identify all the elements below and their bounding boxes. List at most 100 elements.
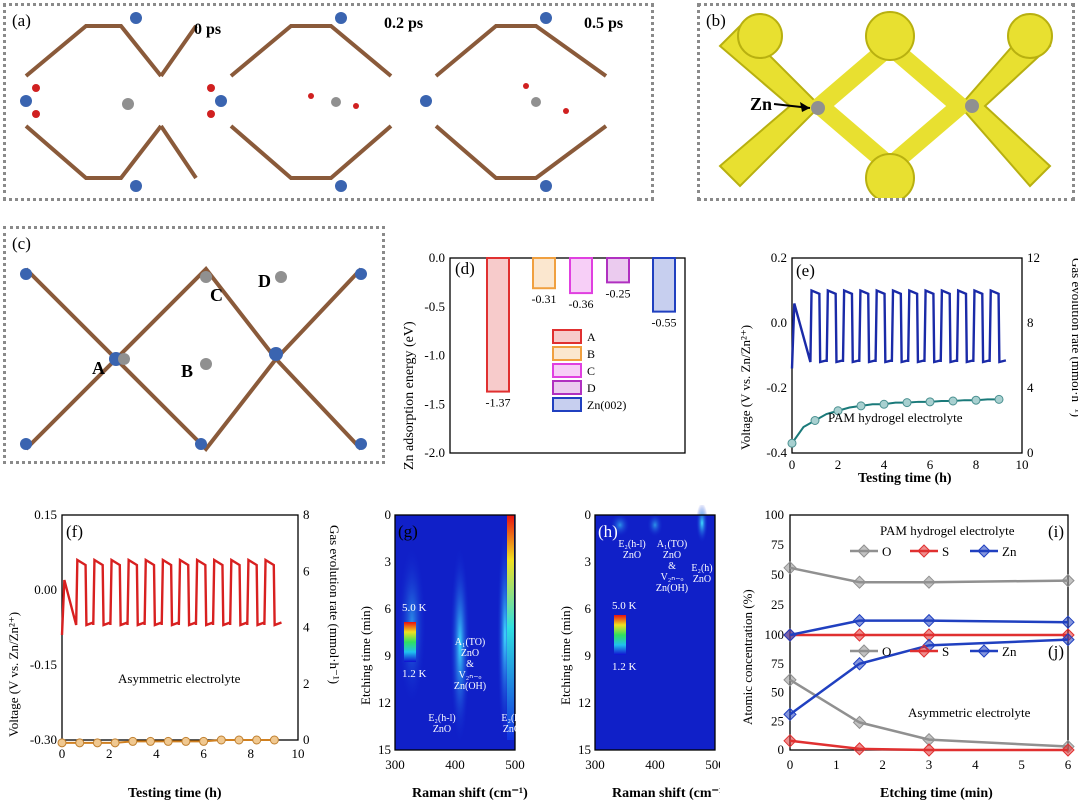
i-point-Zn — [922, 613, 936, 628]
tick-label: 2 — [106, 746, 113, 761]
panel-g-label: (g) — [398, 522, 418, 541]
tick-label: 0 — [789, 457, 796, 472]
tick-label: 500 — [705, 757, 720, 772]
legend-swatch — [552, 346, 582, 361]
tick-label: 1 — [833, 757, 840, 772]
time-05ps: 0.5 ps — [584, 15, 623, 32]
tick-label: 8 — [1027, 315, 1034, 330]
panel-ij: 100 75 50 25 100 75 50 25 0 0 1 2 3 4 5 6 O S Zn O S Zn (i) … — [730, 505, 1078, 804]
legend-label: B — [587, 347, 595, 361]
bar-value-label: -0.31 — [532, 292, 557, 306]
gas-point — [833, 406, 843, 416]
j-point-S — [1061, 743, 1075, 757]
gas-point — [925, 397, 935, 407]
panel-d: -1.37 -0.31 -0.36 -0.25 -0.55 0.0 -0.5 -1.0 -1.… — [395, 240, 715, 480]
chart-ij-xlabel: Etching time (min) — [880, 786, 993, 801]
legend-label: S — [942, 544, 949, 559]
tick-label: 0.0 — [429, 250, 445, 265]
tick-label: 15 — [578, 742, 591, 757]
i-point-O — [1061, 573, 1075, 588]
site-c-label: C — [210, 285, 223, 305]
legend-marker — [857, 644, 871, 658]
j-point-S — [922, 743, 936, 757]
panel-f-label: (f) — [66, 522, 83, 541]
panel-c-structure: (c) A B C D — [12, 234, 367, 453]
panel-a-label: (a) — [12, 11, 31, 30]
gas-point — [146, 736, 155, 746]
g-cbar-min: 1.2 K — [402, 668, 427, 680]
tick-label: 4 — [303, 620, 310, 635]
tick-label: 6 — [303, 563, 310, 578]
gas-point — [902, 398, 912, 408]
tick-label: 4 — [153, 746, 160, 761]
gas-point — [92, 738, 102, 748]
chart-g-ylabel: Etching time (min) — [358, 606, 373, 705]
peak-label-a1to: A₁(TO) — [455, 637, 486, 648]
peak-label-a1to: ZnO — [461, 648, 479, 659]
i-point-S — [922, 628, 936, 642]
panel-h-label: (h) — [598, 522, 618, 541]
chart-e: 0.2 0.0 -0.2 -0.4 12 8 4 0 0 2 4 6 8 10 (e) PAM hydro… — [738, 250, 1078, 486]
tick-label: -2.0 — [424, 445, 445, 460]
i-line-O — [789, 566, 1069, 584]
chart-e-xlabel: Testing time (h) — [858, 471, 952, 486]
site-d-label: D — [258, 271, 271, 291]
tick-label: -1.0 — [424, 348, 445, 363]
mof-framework-snapshot-0ps — [24, 24, 198, 180]
legend-label: C — [587, 364, 595, 378]
j-line-Zn — [789, 638, 1069, 716]
tick-label: 75 — [771, 537, 784, 552]
gas-point — [879, 399, 889, 409]
peak-label-a1to: & — [466, 659, 474, 670]
zn-site-label: Zn — [750, 94, 772, 114]
peak-label-e2h: E₂(h) — [691, 563, 712, 574]
tick-label: 0.15 — [34, 507, 57, 522]
tick-label: -0.30 — [30, 732, 57, 747]
j-point-Zn — [783, 707, 797, 722]
peak-label-e2hl: E₂(h-l) — [618, 539, 645, 550]
panel-i-label: (i) — [1048, 522, 1064, 541]
tick-label: 12 — [378, 695, 391, 710]
bar-value-label: -0.36 — [569, 297, 594, 311]
chart-f-y2label: Gas evolution rate (mmol·h⁻¹) — [327, 525, 340, 684]
gas-point — [994, 394, 1004, 404]
i-line-Zn — [789, 619, 1069, 637]
tick-label: 8 — [248, 746, 255, 761]
gas-point — [234, 735, 244, 745]
legend-marker — [857, 544, 871, 558]
asym-annotation-f: Asymmetric electrolyte — [118, 671, 241, 686]
time-02ps: 0.2 ps — [384, 15, 423, 32]
panel-c-label: (c) — [12, 234, 31, 253]
panel-e: 0.2 0.0 -0.2 -0.4 12 8 4 0 0 2 4 6 8 10 (e) PAM hydro… — [730, 240, 1078, 490]
gas-point — [75, 738, 85, 748]
tick-label: 0 — [787, 757, 794, 772]
chart-f: 0.15 0.00 -0.15 -0.30 8 6 4 2 0 0 2 4 6 8 10 (f) Asymm… — [6, 507, 342, 801]
tick-label: 9 — [385, 648, 392, 663]
peak-label-e2h: E₂(h) — [501, 713, 522, 724]
bar-value-label: -0.55 — [652, 316, 677, 330]
tick-label: 6 — [585, 601, 592, 616]
h-cbar-max: 5.0 K — [612, 600, 637, 612]
peak-label-a1to: V₂ₙ₋ₒ — [661, 572, 684, 583]
tick-label: 4 — [1027, 380, 1034, 395]
tick-label: 8 — [303, 507, 310, 522]
tick-label: 50 — [771, 685, 784, 700]
mof-framework-snapshot-02ps — [229, 24, 393, 180]
legend-marker — [977, 644, 991, 658]
tick-label: 3 — [385, 554, 392, 569]
bar-B — [532, 257, 556, 290]
i-point-O — [852, 575, 867, 589]
gas-point — [57, 738, 67, 748]
panel-a-structures: (a) 0 ps 0.2 ps 0.5 ps — [12, 11, 623, 192]
gas-point — [787, 438, 797, 448]
pam-annotation-e: PAM hydrogel electrolyte — [828, 410, 963, 425]
bar-value-label: -1.37 — [486, 396, 511, 410]
tick-label: 0.0 — [771, 315, 787, 330]
legend-marker — [917, 644, 931, 658]
tick-label: 5 — [1018, 757, 1025, 772]
